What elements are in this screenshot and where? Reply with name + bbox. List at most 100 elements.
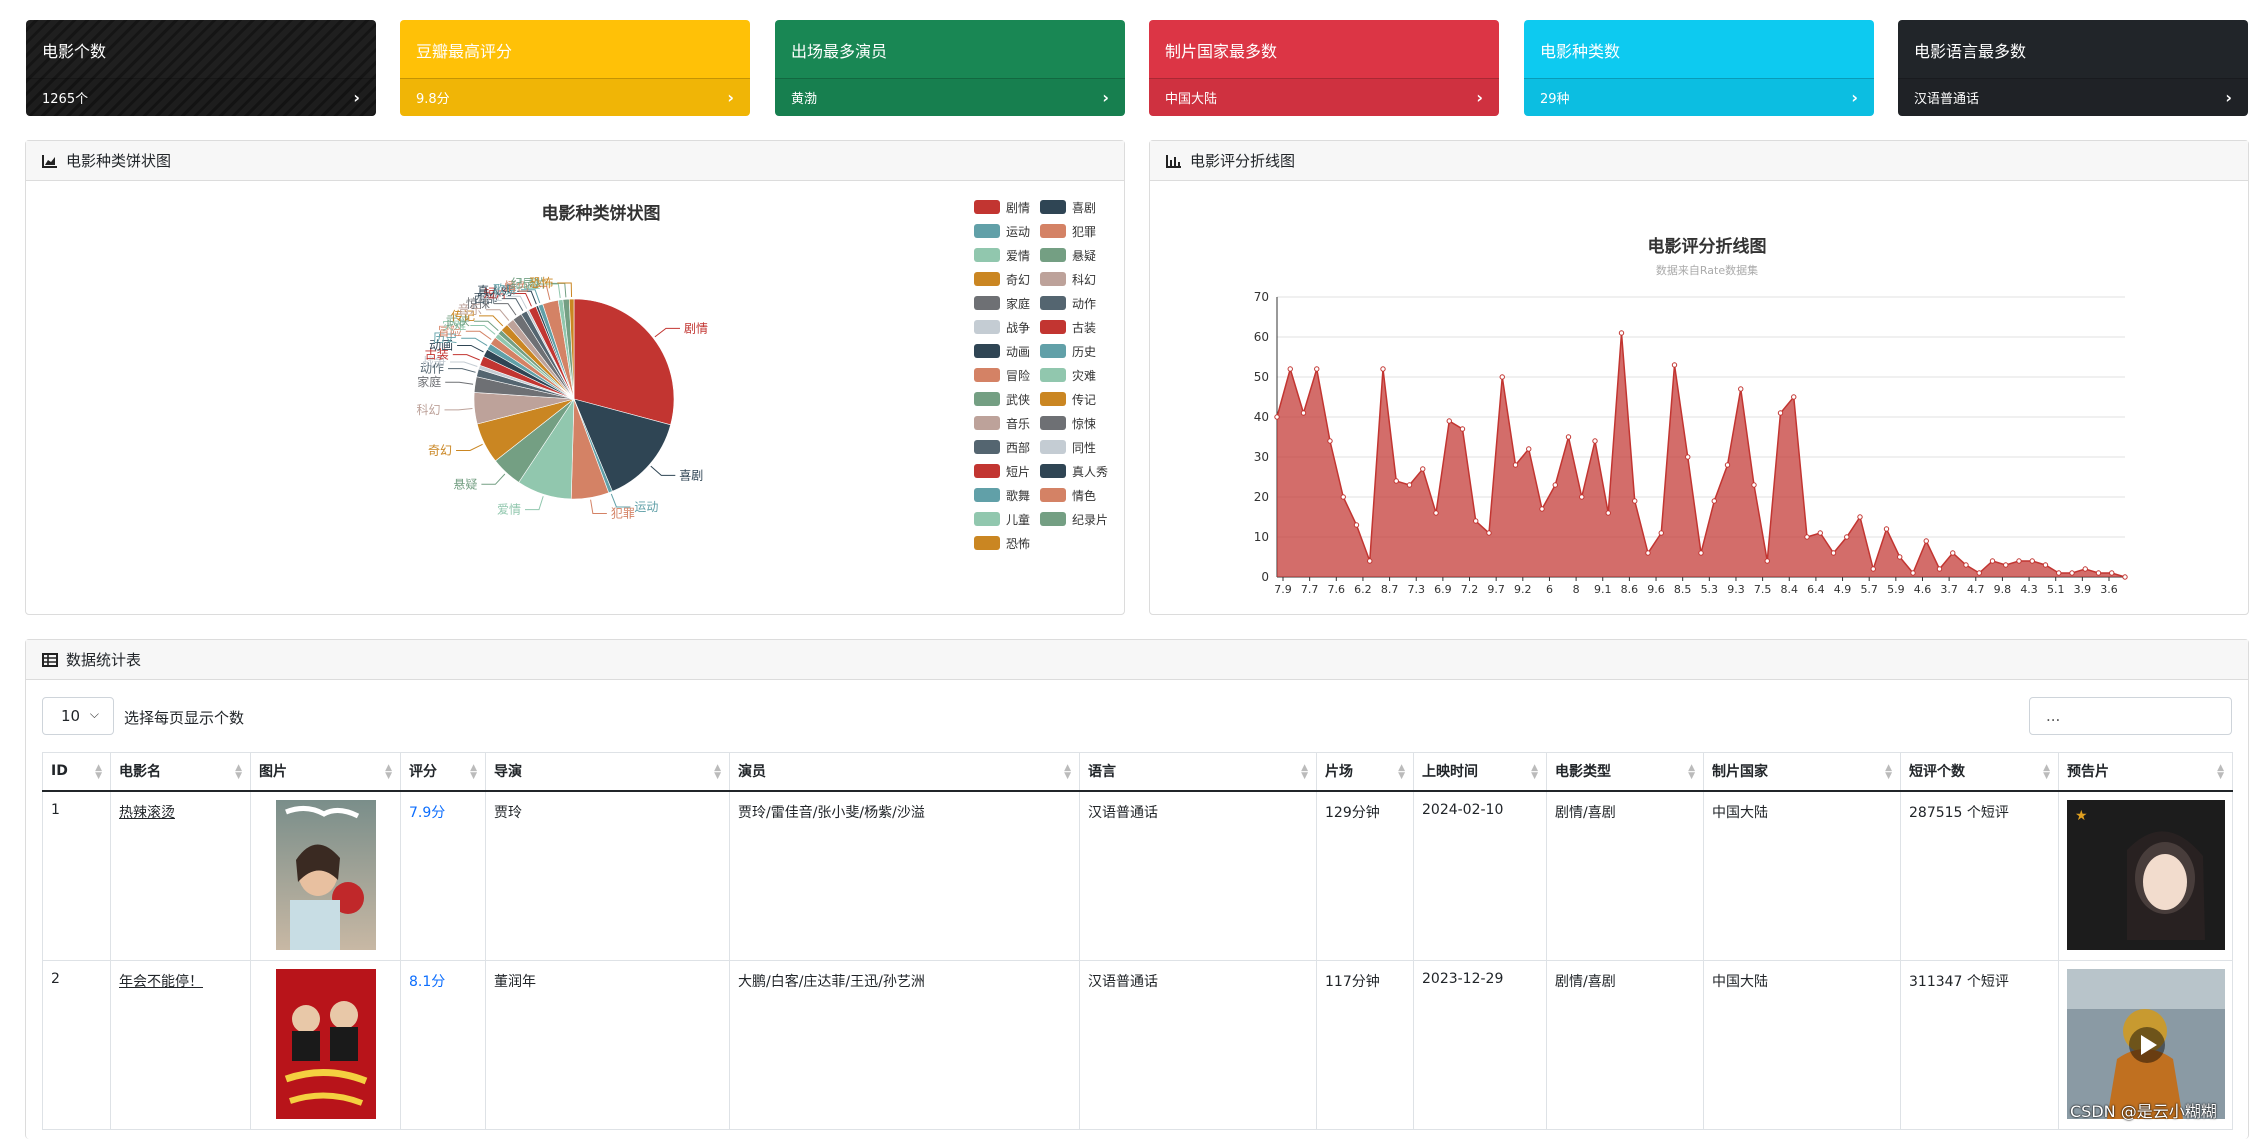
data-point[interactable] [2082, 566, 2088, 572]
data-point[interactable] [1738, 386, 1744, 392]
data-point[interactable] [1897, 554, 1903, 560]
data-point[interactable] [1539, 506, 1545, 512]
column-header-language[interactable]: 语言 ▲ ▼ [1079, 752, 1317, 792]
card-top-country[interactable]: 制片国家最多数 中国大陆 › [1149, 20, 1499, 116]
data-point[interactable] [2003, 562, 2009, 568]
data-point[interactable] [1380, 366, 1386, 372]
legend-item[interactable]: 悬疑 [1040, 247, 1096, 263]
data-point[interactable] [1473, 518, 1479, 524]
data-point[interactable] [1963, 562, 1969, 568]
column-header-name[interactable]: 电影名 ▲ ▼ [110, 752, 251, 792]
data-point[interactable] [1883, 526, 1890, 532]
legend-item[interactable]: 音乐 [974, 415, 1030, 431]
data-point[interactable] [1685, 454, 1691, 460]
data-point[interactable] [1446, 418, 1452, 424]
column-header-id[interactable]: ID ▲ ▼ [42, 752, 111, 792]
card-highest-rating[interactable]: 豆瓣最高评分 9.8分 › [400, 20, 750, 116]
data-point[interactable] [1526, 446, 1532, 452]
data-point[interactable] [1830, 550, 1837, 556]
data-point[interactable] [1645, 550, 1651, 556]
card-genre-count[interactable]: 电影种类数 29种 › [1524, 20, 1874, 116]
legend-item[interactable]: 纪录片 [1040, 511, 1108, 527]
column-header-country[interactable]: 制片国家 ▲ ▼ [1703, 752, 1901, 792]
legend-item[interactable]: 动作 [1040, 295, 1096, 311]
search-input[interactable]: ... [2029, 697, 2232, 735]
data-point[interactable] [1353, 522, 1360, 528]
legend-item[interactable]: 武侠 [974, 391, 1030, 407]
chevron-right-icon[interactable]: › [353, 88, 360, 107]
column-header-trailer[interactable]: 预告片 ▲ ▼ [2058, 752, 2233, 792]
chevron-right-icon[interactable]: › [727, 88, 734, 107]
card-movie-count[interactable]: 电影个数 1265个 › [26, 20, 376, 116]
data-point[interactable] [1671, 362, 1678, 368]
legend-item[interactable]: 情色 [1040, 487, 1096, 503]
data-point[interactable] [1976, 570, 1982, 576]
chevron-right-icon[interactable]: › [1102, 88, 1109, 107]
legend-item[interactable]: 传记 [1040, 391, 1096, 407]
legend-item[interactable]: 爱情 [974, 247, 1030, 263]
data-point[interactable] [1274, 414, 1280, 420]
legend-item[interactable]: 奇幻 [974, 271, 1030, 287]
data-point[interactable] [1777, 410, 1784, 416]
legend-item[interactable]: 同性 [1040, 439, 1096, 455]
page-size-select[interactable]: 10 ⌵ [42, 697, 114, 735]
chevron-right-icon[interactable]: › [1851, 88, 1858, 107]
legend-item[interactable]: 古装 [1040, 319, 1096, 335]
data-point[interactable] [1287, 366, 1293, 372]
data-point[interactable] [1618, 330, 1625, 336]
data-point[interactable] [1499, 374, 1505, 380]
data-point[interactable] [1367, 558, 1373, 564]
legend-item[interactable]: 恐怖 [974, 535, 1030, 551]
data-point[interactable] [1910, 570, 1916, 576]
trailer-video[interactable]: ★ [2067, 799, 2225, 950]
column-header-release[interactable]: 上映时间 ▲ ▼ [1413, 752, 1547, 792]
pie-slice[interactable] [573, 398, 671, 492]
column-header-image[interactable]: 图片 ▲ ▼ [250, 752, 401, 792]
data-point[interactable] [1632, 498, 1638, 504]
data-point[interactable] [1486, 530, 1492, 536]
data-point[interactable] [2122, 574, 2128, 580]
legend-item[interactable]: 犯罪 [1040, 223, 1096, 239]
data-point[interactable] [1552, 482, 1558, 488]
data-point[interactable] [1420, 466, 1426, 472]
data-point[interactable] [1340, 494, 1346, 500]
data-point[interactable] [1751, 482, 1757, 488]
data-point[interactable] [1605, 510, 1611, 516]
data-point[interactable] [1512, 462, 1519, 468]
data-point[interactable] [1658, 530, 1664, 536]
trailer-video[interactable] [2067, 968, 2225, 1119]
data-point[interactable] [1804, 534, 1810, 540]
data-point[interactable] [1393, 478, 1399, 484]
data-point[interactable] [1724, 462, 1731, 468]
data-point[interactable] [1314, 366, 1320, 372]
column-header-director[interactable]: 导演 ▲ ▼ [485, 752, 730, 792]
legend-item[interactable]: 儿童 [974, 511, 1030, 527]
data-point[interactable] [1870, 566, 1876, 572]
data-point[interactable] [1406, 482, 1413, 488]
column-header-score[interactable]: 评分 ▲ ▼ [400, 752, 486, 792]
movie-link[interactable]: 年会不能停！ [119, 973, 203, 990]
column-header-duration[interactable]: 片场 ▲ ▼ [1316, 752, 1414, 792]
data-point[interactable] [1327, 438, 1333, 444]
legend-item[interactable]: 运动 [974, 223, 1030, 239]
legend-item[interactable]: 短片 [974, 463, 1030, 479]
pie-slice[interactable] [568, 298, 575, 400]
column-header-genre[interactable]: 电影类型 ▲ ▼ [1546, 752, 1704, 792]
legend-item[interactable]: 战争 [974, 319, 1030, 335]
legend-item[interactable]: 动画 [974, 343, 1030, 359]
column-header-comments[interactable]: 短评个数 ▲ ▼ [1900, 752, 2059, 792]
data-point[interactable] [1711, 498, 1717, 504]
movie-link[interactable]: 热辣滚烫 [119, 804, 175, 821]
legend-item[interactable]: 喜剧 [1040, 199, 1096, 215]
data-point[interactable] [1764, 558, 1770, 564]
chevron-right-icon[interactable]: › [2225, 88, 2232, 107]
data-point[interactable] [2042, 562, 2049, 568]
data-point[interactable] [1989, 558, 1996, 564]
data-point[interactable] [1791, 394, 1797, 400]
legend-item[interactable]: 真人秀 [1040, 463, 1108, 479]
legend-item[interactable]: 惊悚 [1040, 415, 1096, 431]
data-point[interactable] [2056, 570, 2062, 576]
data-point[interactable] [1923, 538, 1929, 544]
data-point[interactable] [1698, 550, 1704, 556]
data-point[interactable] [1936, 566, 1943, 572]
